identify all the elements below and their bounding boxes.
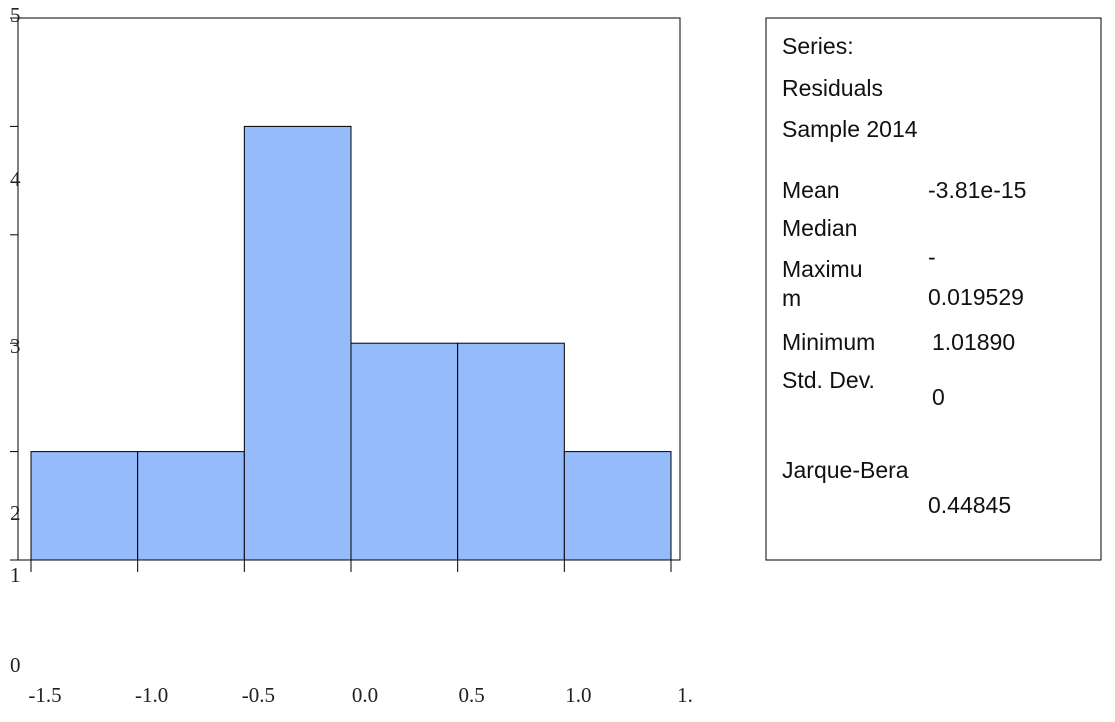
stats-label: Mean (782, 177, 840, 203)
stats-label: Maximu (782, 256, 863, 282)
stats-value: -3.81e-15 (928, 177, 1026, 203)
stats-label: Median (782, 215, 857, 241)
y-tick-label: 5 (10, 3, 21, 27)
x-tick-label: -1.0 (135, 683, 168, 707)
y-tick-label: 1 (10, 563, 21, 587)
x-tick-label: 0.0 (352, 683, 378, 707)
bar (350, 342, 459, 561)
bar (243, 125, 352, 561)
y-tick-label: 4 (10, 167, 21, 191)
y-tick-label: 0 (10, 653, 21, 677)
stats-value: 0 (932, 384, 945, 410)
y-tick-label: 2 (10, 501, 21, 525)
x-tick-label: 1.0 (565, 683, 591, 707)
stats-box (765, 17, 1102, 561)
stats-value: 1.01890 (932, 329, 1015, 355)
stats-value: - (928, 244, 936, 270)
x-tick-label: 1. (677, 683, 693, 707)
bar (563, 451, 672, 561)
bar (137, 451, 245, 561)
bar (457, 342, 565, 561)
bar (30, 451, 139, 561)
y-tick-label: 3 (10, 334, 21, 358)
stats-header: Sample 2014 (782, 116, 918, 142)
x-tick-label: -1.5 (28, 683, 61, 707)
stats-header: Series: (782, 33, 854, 59)
stats-label: Jarque-Bera (782, 457, 909, 483)
x-tick-label: -0.5 (242, 683, 275, 707)
stats-label: Std. Dev. (782, 367, 875, 393)
stats-value: 0.019529 (928, 284, 1024, 310)
x-tick-label: 0.5 (459, 683, 485, 707)
stats-value: 0.44845 (928, 492, 1011, 518)
stats-label: m (782, 285, 801, 311)
stats-header: Residuals (782, 75, 883, 101)
stats-label: Minimum (782, 329, 875, 355)
